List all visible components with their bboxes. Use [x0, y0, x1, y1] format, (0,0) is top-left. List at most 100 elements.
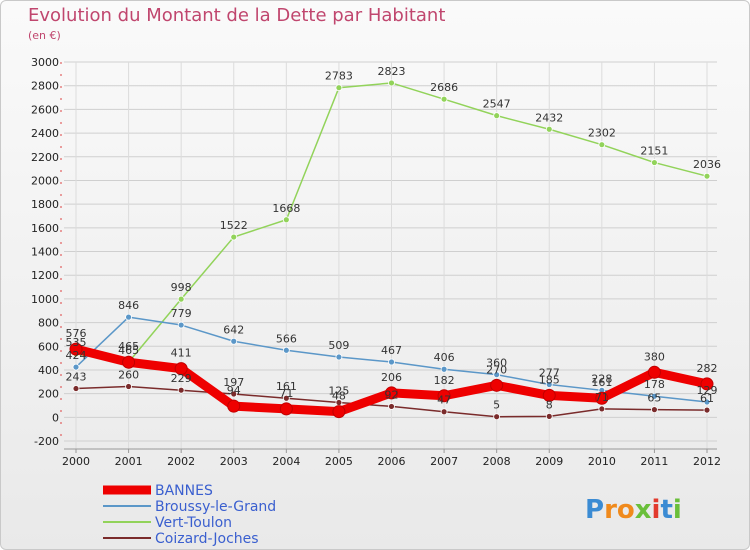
data-point: [493, 112, 501, 120]
data-label: 380: [644, 350, 665, 363]
data-point: [493, 413, 501, 421]
legend-label: Vert-Toulon: [155, 515, 232, 531]
data-label: 779: [171, 307, 192, 320]
data-point: [647, 365, 661, 379]
data-label: 2783: [325, 70, 353, 83]
data-point: [125, 313, 132, 321]
grid: [64, 61, 717, 449]
data-point: [545, 125, 553, 133]
data-label: 65: [647, 392, 661, 405]
data-label: 182: [434, 374, 455, 387]
x-tick-label: 2008: [483, 455, 511, 468]
data-point: [177, 295, 185, 303]
logo-letter: o: [617, 495, 635, 525]
data-label: 260: [118, 369, 139, 382]
logo-letter: x: [635, 495, 652, 525]
legend-label: BANNES: [155, 483, 213, 499]
data-point: [122, 355, 136, 369]
data-point: [651, 406, 658, 414]
data-label: 846: [118, 299, 139, 312]
data-label: 576: [66, 327, 87, 340]
x-tick-label: 2002: [167, 455, 195, 468]
data-label: 92: [385, 388, 399, 401]
data-point: [440, 408, 448, 416]
y-tick-label: 600: [38, 340, 59, 353]
axes: -200 0 200 400 600 800 1000 1200 1400 1600 1800 200…: [31, 56, 721, 468]
logo-letter: i: [673, 495, 682, 525]
logo-letter: t: [660, 495, 672, 525]
x-tick-label: 2001: [115, 455, 143, 468]
logo-letter: P: [585, 495, 604, 525]
proxiti-logo: Proxiti: [585, 495, 682, 525]
data-point: [332, 405, 346, 419]
data-point: [493, 371, 501, 379]
data-point: [388, 79, 395, 87]
data-point: [651, 392, 658, 400]
data-point: [282, 216, 290, 224]
data-point: [703, 406, 711, 414]
data-point: [72, 385, 80, 392]
data-point: [230, 233, 238, 241]
data-point: [174, 362, 188, 376]
data-label: 125: [328, 385, 349, 398]
data-label: 2823: [378, 65, 406, 78]
data-point: [69, 342, 83, 356]
data-point: [388, 403, 395, 410]
y-tick-label: 200: [38, 388, 59, 401]
data-labels: 576 465 411 94 71 48 206 182 270 185 161 380 282 424 8…: [66, 65, 722, 412]
x-tick-label: 2010: [588, 455, 616, 468]
data-point: [437, 389, 451, 403]
data-label: 535: [66, 336, 87, 349]
data-label: 2547: [483, 98, 511, 111]
y-tick-label: 2200: [31, 151, 59, 164]
data-label: 71: [279, 387, 293, 400]
data-label: 2686: [430, 81, 458, 94]
data-label: 360: [486, 357, 507, 370]
y-tick-label: 1400: [31, 246, 59, 259]
x-tick-label: 2012: [693, 455, 721, 468]
x-tick-label: 2009: [535, 455, 563, 468]
data-label: 243: [66, 371, 87, 384]
data-point: [230, 337, 238, 345]
data-point: [595, 391, 609, 405]
data-label: 161: [276, 380, 297, 393]
x-tick-label: 2004: [272, 455, 300, 468]
series-lines: [69, 79, 714, 421]
data-point: [227, 399, 241, 413]
data-point: [388, 358, 395, 366]
data-point: [335, 353, 343, 361]
data-label: 185: [539, 373, 560, 386]
data-label: 161: [591, 376, 612, 389]
x-tick-label: 2003: [220, 455, 248, 468]
data-label: 642: [223, 323, 244, 336]
data-label: 8: [546, 398, 553, 411]
data-point: [440, 365, 448, 373]
data-point: [282, 394, 290, 402]
data-label: 47: [437, 394, 451, 407]
logo: Proxiti: [585, 495, 682, 525]
logo-letter: r: [604, 495, 617, 525]
chart-subtitle: (en €): [28, 29, 61, 42]
y-tick-label: 0: [52, 411, 59, 424]
y-tick-label: 1000: [31, 293, 59, 306]
data-point: [385, 386, 398, 400]
data-point: [545, 412, 553, 420]
data-point: [598, 405, 606, 413]
logo-letter: i: [652, 495, 661, 525]
x-tick-label: 2005: [325, 455, 353, 468]
data-point: [177, 321, 185, 329]
data-label: 94: [227, 384, 241, 397]
data-label: 71: [595, 391, 609, 404]
y-tick-label: 2800: [31, 80, 59, 93]
data-label: 206: [381, 371, 402, 384]
data-label: 61: [700, 392, 714, 405]
data-label: 229: [171, 372, 192, 385]
data-label: 178: [644, 378, 665, 391]
y-tick-label: 2600: [31, 103, 59, 116]
data-label: 228: [591, 372, 612, 385]
y-tick-label: 1600: [31, 222, 59, 235]
data-point: [279, 402, 293, 416]
data-label: 1668: [272, 202, 300, 215]
y-tick-label: 3000: [31, 56, 59, 69]
